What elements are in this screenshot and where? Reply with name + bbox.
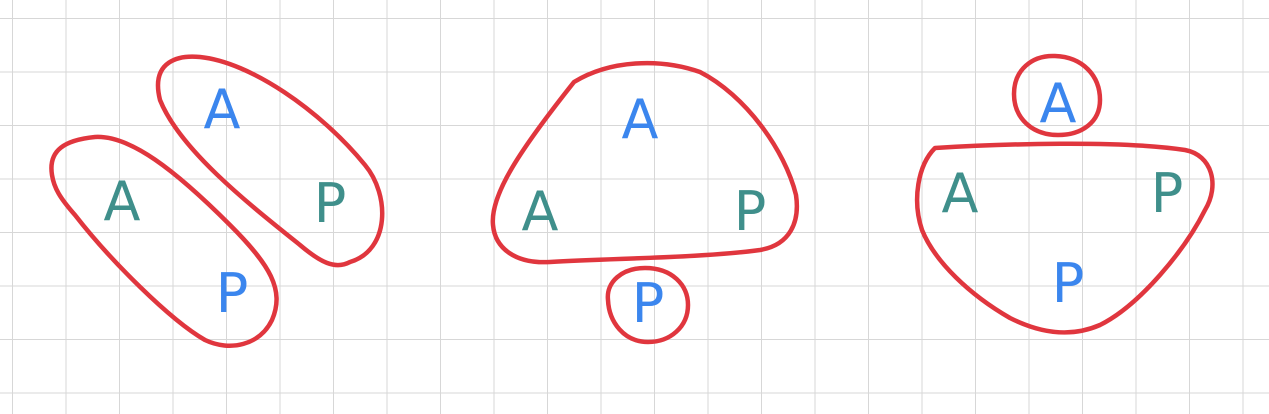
diagram-2-loop-single-p [605, 265, 691, 345]
diagram-3-letter-p-bottom: P [1052, 252, 1085, 315]
diagram-3: A A P P [914, 53, 1215, 335]
diagram-3-loop-single-a [1011, 53, 1103, 138]
diagram-2-letter-p-bottom: P [632, 272, 665, 335]
diagram-3-loop-triangle [914, 141, 1215, 335]
diagram-1-letter-p-bottom: P [216, 262, 249, 325]
diagram-2-loop-triangle [490, 60, 800, 265]
diagram-2: A A P P [490, 60, 800, 345]
diagram-3-letter-p-right: P [1151, 162, 1184, 225]
diagram-3-letter-a-left: A [942, 162, 979, 225]
diagram-1-loop-a-p-upper [155, 54, 385, 268]
diagram-2-letter-p-right: P [734, 180, 767, 243]
diagram-2-letter-a-left: A [522, 180, 559, 243]
diagram-1-letter-a-top: A [204, 78, 241, 141]
diagram-1-loop-a-p-lower [49, 134, 279, 348]
diagram-1-letter-p-right: P [314, 172, 347, 235]
diagram-1: A A P P [49, 54, 385, 348]
diagram-2-letter-a-top: A [622, 88, 659, 151]
diagram-3-letter-a-top: A [1040, 72, 1077, 135]
diagram-1-letter-a-left: A [104, 170, 141, 233]
